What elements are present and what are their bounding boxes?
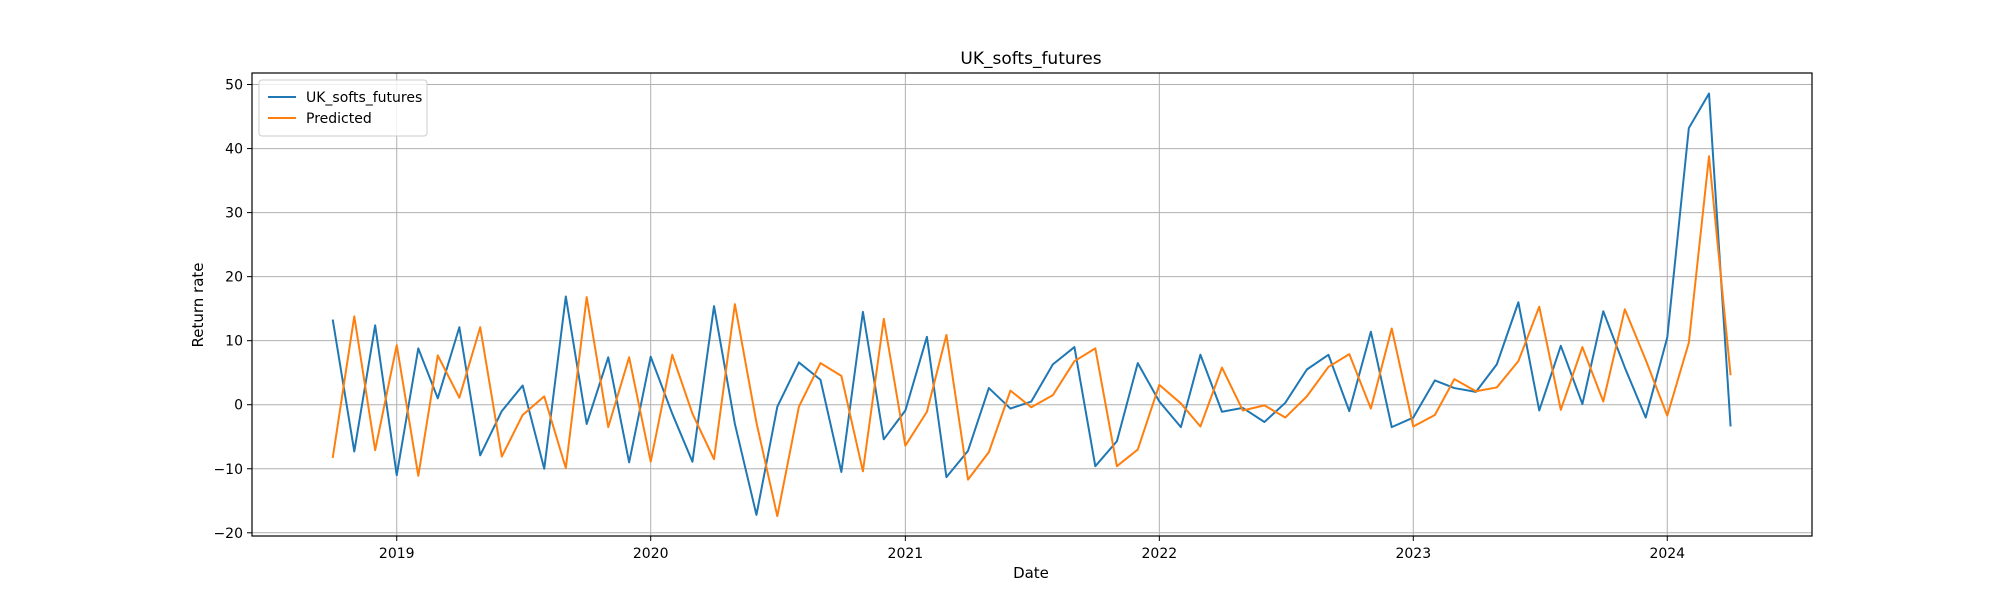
y-tick-label: 0	[234, 398, 243, 414]
x-axis: 2019 2020 2021 2022 2023 2024	[379, 536, 1685, 562]
chart-title: UK_softs_futures	[960, 49, 1101, 69]
y-tick-label: −20	[213, 526, 243, 542]
series-line-actual	[331, 92, 1732, 516]
y-tick-label: −10	[213, 462, 243, 478]
x-tick-label: 2021	[888, 546, 924, 562]
x-tick-label: 2024	[1649, 546, 1685, 562]
x-tick-label: 2019	[379, 546, 415, 562]
x-tick-label: 2020	[633, 546, 669, 562]
y-tick-label: 40	[225, 142, 243, 158]
legend-label: UK_softs_futures	[306, 90, 422, 106]
y-tick-label: 20	[225, 270, 243, 286]
y-axis: −20 −10 0 10 20 30 40 50	[213, 78, 252, 542]
grid	[252, 73, 1812, 536]
legend-label: Predicted	[306, 111, 372, 127]
x-tick-label: 2023	[1395, 546, 1431, 562]
y-tick-label: 10	[225, 334, 243, 350]
plot-frame	[251, 72, 1813, 537]
x-axis-label: Date	[1013, 564, 1049, 582]
y-axis-label: Return rate	[189, 262, 207, 347]
y-tick-label: 30	[225, 206, 243, 222]
legend-box	[258, 79, 428, 137]
x-tick-label: 2022	[1142, 546, 1178, 562]
series-layer	[331, 92, 1732, 518]
y-tick-label: 50	[225, 78, 243, 94]
series-line-predicted	[331, 155, 1732, 518]
legend: UK_softs_futures Predicted	[258, 79, 428, 137]
